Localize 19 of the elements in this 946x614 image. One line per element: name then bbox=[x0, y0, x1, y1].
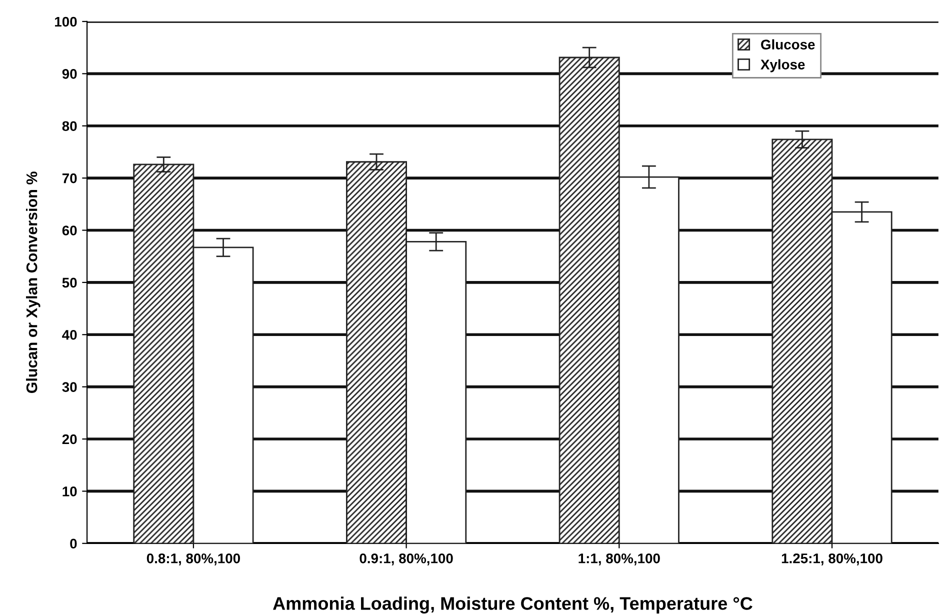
x-tick-label: 0.9:1, 80%,100 bbox=[360, 553, 453, 566]
y-tick-label: 0 bbox=[70, 538, 77, 549]
y-tick-label: 90 bbox=[62, 69, 77, 79]
y-tick-label: 40 bbox=[62, 330, 77, 340]
x-tick-label: 1:1, 80%,100 bbox=[578, 553, 660, 566]
y-tick-label: 70 bbox=[62, 173, 77, 184]
y-tick-label: 20 bbox=[62, 434, 77, 444]
x-tick-label: 1.25:1, 80%,100 bbox=[782, 553, 882, 566]
y-tick-label: 10 bbox=[62, 486, 77, 496]
y-tick-label: 60 bbox=[62, 226, 77, 236]
x-axis-title: Ammonia Loading, Moisture Content %, Temperature °C bbox=[273, 596, 752, 614]
legend-label: Glucose bbox=[761, 39, 815, 50]
y-tick-label: 100 bbox=[55, 16, 77, 27]
y-axis-title: Glucan or Xylan Conversion % bbox=[26, 172, 40, 394]
y-tick-label: 80 bbox=[62, 121, 77, 132]
x-tick-label: 0.8:1, 80%,100 bbox=[146, 553, 240, 566]
y-tick-label: 30 bbox=[62, 382, 77, 392]
legend-label: Xylose bbox=[760, 59, 805, 72]
y-tick-label: 50 bbox=[62, 278, 77, 288]
